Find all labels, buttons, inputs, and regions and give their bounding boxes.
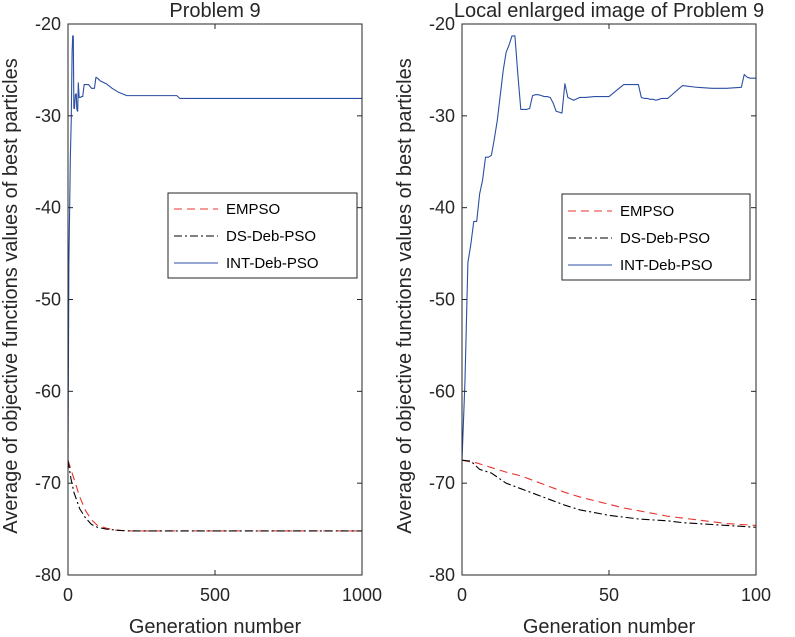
- right-x-tick-label: 50: [599, 585, 619, 605]
- right-x-tick-label: 0: [457, 585, 467, 605]
- left-y-tick-label: -60: [35, 381, 61, 401]
- right-x-tick-label: 100: [741, 585, 771, 605]
- right-chart-panel: Local enlarged image of Problem 9 Averag…: [394, 0, 771, 637]
- right-y-tick-label: -80: [429, 565, 455, 585]
- right-y-tick-label: -30: [429, 106, 455, 126]
- right-series-line-ds-deb-pso: [461, 459, 757, 528]
- left-y-tick-label: -80: [35, 565, 61, 585]
- left-x-tick-label: 1000: [342, 585, 382, 605]
- right-y-tick-label: -50: [429, 290, 455, 310]
- left-y-tick-label: -20: [35, 14, 61, 34]
- left-chart-title: Problem 9: [169, 0, 260, 22]
- left-x-tick-label: 0: [63, 585, 73, 605]
- right-chart-title: Local enlarged image of Problem 9: [454, 0, 764, 22]
- right-ticks: 0 50 100 -80 -70 -60 -50 -40 -30 -20: [429, 14, 771, 605]
- left-y-tick-label: -40: [35, 198, 61, 218]
- right-series-line-int-deb-pso: [461, 35, 756, 461]
- left-y-tick-label: -50: [35, 290, 61, 310]
- left-series-line-empso: [67, 460, 362, 532]
- left-y-tick-label: -30: [35, 106, 61, 126]
- left-plot-area: [67, 35, 362, 532]
- right-legend-box: [561, 193, 751, 281]
- left-legend-label-int-deb-pso: INT-Deb-PSO: [226, 255, 319, 272]
- left-x-axis-label: Generation number: [129, 616, 302, 637]
- left-y-tick-label: -70: [35, 473, 61, 493]
- right-series-line-empso: [461, 459, 757, 526]
- left-legend-label-ds-deb-pso: DS-Deb-PSO: [226, 228, 316, 245]
- left-series-line-int-deb-pso: [67, 35, 362, 461]
- right-x-axis-label: Generation number: [523, 616, 696, 637]
- right-y-axis-label: Average of objective functions values of…: [394, 58, 416, 533]
- left-legend-label-empso: EMPSO: [226, 201, 280, 218]
- left-x-tick-label: 500: [200, 585, 230, 605]
- left-ticks: 0 500 1000 -80 -70 -60 -50 -40 -30 -20: [35, 14, 382, 605]
- right-y-tick-label: -60: [429, 381, 455, 401]
- right-legend-label-empso: EMPSO: [620, 203, 674, 220]
- left-legend-box: [167, 192, 358, 279]
- right-y-tick-label: -20: [429, 14, 455, 34]
- left-chart-panel: Problem 9 Average of objective functions…: [0, 0, 382, 637]
- right-plot-area: [461, 35, 757, 528]
- right-legend-label-ds-deb-pso: DS-Deb-PSO: [620, 230, 710, 247]
- right-y-tick-label: -70: [429, 473, 455, 493]
- left-y-axis-label: Average of objective functions values of…: [0, 58, 22, 533]
- left-axes-box: [67, 23, 363, 576]
- right-axes-box: [461, 23, 757, 576]
- left-series-line-ds-deb-pso: [67, 460, 362, 532]
- right-legend: EMPSO DS-Deb-PSO INT-Deb-PSO: [561, 193, 751, 281]
- right-legend-label-int-deb-pso: INT-Deb-PSO: [620, 257, 713, 274]
- left-legend: EMPSO DS-Deb-PSO INT-Deb-PSO: [167, 192, 358, 279]
- right-y-tick-label: -40: [429, 198, 455, 218]
